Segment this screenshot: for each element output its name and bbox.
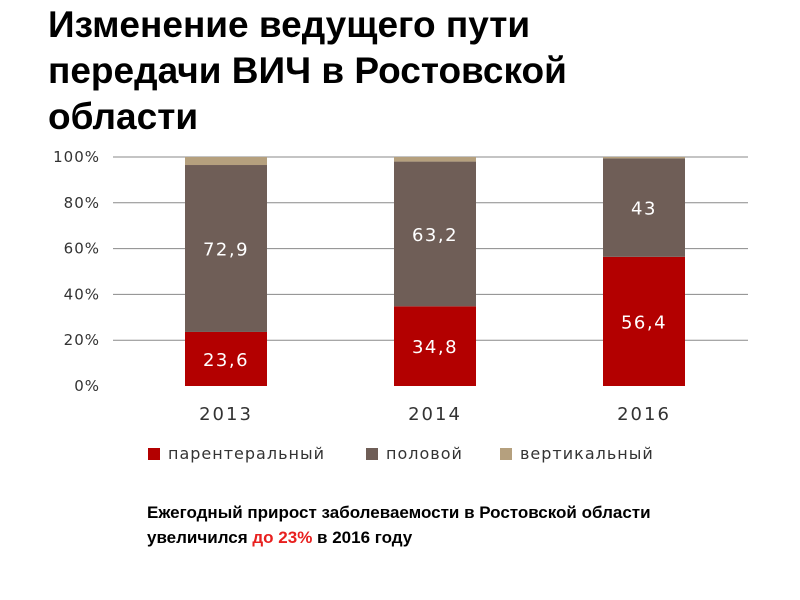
legend-swatch xyxy=(500,447,512,460)
x-tick-label: 2013 xyxy=(199,404,253,425)
bar-segment xyxy=(603,256,685,386)
bar-segment xyxy=(185,331,267,386)
legend-label: вертикальный xyxy=(520,444,654,463)
y-tick-label: 20% xyxy=(64,331,100,349)
bars xyxy=(185,157,685,386)
legend-item: половой xyxy=(366,444,463,463)
data-label: 56,4 xyxy=(621,312,667,333)
legend-item: парентеральный xyxy=(148,444,325,463)
legend-label: парентеральный xyxy=(168,444,325,463)
stacked-bar-chart: 0% 20% 40% 60% 80% 100% 23,6 72,9 34,8 63,2 56,4 4… xyxy=(53,148,748,425)
bar-segment xyxy=(603,157,685,159)
legend: парентеральный половой вертикальный xyxy=(148,444,708,472)
note-text-part2: в 2016 году xyxy=(312,528,413,547)
legend-item: вертикальный xyxy=(500,444,654,463)
x-axis-ticks: 2013 2014 2016 xyxy=(199,404,671,425)
y-tick-label: 100% xyxy=(53,148,100,166)
bar-segment xyxy=(394,306,476,386)
y-axis-ticks: 0% 20% 40% 60% 80% 100% xyxy=(53,148,100,395)
y-tick-label: 40% xyxy=(64,285,100,303)
data-label: 23,6 xyxy=(203,350,249,371)
bar-segment xyxy=(185,165,267,332)
y-tick-label: 0% xyxy=(74,377,100,395)
note-highlight: до 23% xyxy=(252,528,313,547)
y-tick-label: 80% xyxy=(64,194,100,212)
data-label: 72,9 xyxy=(203,239,249,260)
bar-segment xyxy=(185,157,267,166)
bar-segment xyxy=(394,161,476,307)
x-tick-label: 2014 xyxy=(408,404,462,425)
note-text: Ежегодный прирост заболеваемости в Росто… xyxy=(147,500,747,550)
data-label: 34,8 xyxy=(412,337,458,358)
legend-label: половой xyxy=(386,444,463,463)
data-labels: 23,6 72,9 34,8 63,2 56,4 43 xyxy=(203,199,667,371)
legend-swatch xyxy=(148,447,160,460)
note-text-part1: Ежегодный прирост заболеваемости в Росто… xyxy=(147,503,651,547)
bar-segment xyxy=(603,158,685,257)
data-label: 43 xyxy=(631,199,657,220)
data-label: 63,2 xyxy=(412,225,458,246)
legend-swatch xyxy=(366,447,378,460)
bar-segment xyxy=(394,157,476,162)
x-tick-label: 2016 xyxy=(617,404,671,425)
y-tick-label: 60% xyxy=(64,240,100,258)
page-title: Изменение ведущего пути передачи ВИЧ в Р… xyxy=(48,4,567,137)
